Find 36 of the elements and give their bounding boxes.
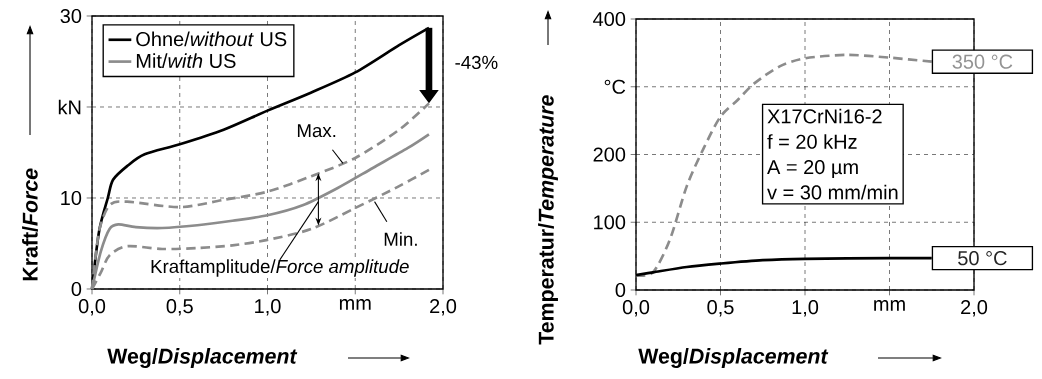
x-tick-label: mm: [874, 300, 905, 311]
annotation: -43%: [455, 55, 498, 70]
x-tick-label: 1,0: [792, 300, 819, 317]
y-tick-label: 400: [593, 11, 626, 27]
x-axis-title: Weg/Displacement: [107, 348, 298, 368]
legend-label: Mit/with US: [136, 53, 236, 69]
x-axis-title: Weg/Displacement: [638, 348, 829, 368]
x-tick-label: 2,0: [961, 300, 988, 317]
y-axis-title: Kraft/Force: [22, 168, 38, 281]
annotation: Min.: [384, 232, 417, 246]
y-tick-label: kN: [58, 99, 81, 115]
legend-label: Ohne/without US: [136, 31, 287, 47]
annotation: X17CrNi16-2: [767, 108, 882, 124]
y-tick-label: 10: [61, 190, 82, 206]
y-axis-title: Temperatur/Temperature: [538, 95, 558, 345]
y-tick-label: 0: [615, 282, 626, 298]
annotation: Max.: [297, 124, 336, 138]
x-tick-label: 2,0: [430, 299, 457, 316]
y-tick-label: 100: [594, 215, 626, 230]
annotation: 350 °C: [952, 54, 1013, 69]
annotation: 50 °C: [958, 251, 1007, 266]
annotation: v = 30 mm/min: [767, 184, 898, 200]
annotation: A = 20 µm: [767, 159, 858, 179]
line-series: [634, 53, 934, 277]
x-tick-label: 1,0: [255, 299, 281, 316]
x-tick-label: mm: [339, 299, 371, 310]
y-tick-label: 30: [60, 8, 82, 24]
x-tick-label: 0,0: [78, 299, 106, 316]
x-tick-label: 0,5: [166, 299, 193, 316]
annotation: Kraftamplitude/Force amplitude: [151, 259, 409, 277]
y-tick-label: 200: [593, 147, 626, 162]
y-tick-label: 0: [71, 281, 82, 297]
x-tick-label: 0,0: [622, 300, 650, 317]
y-tick-label: °C: [604, 79, 626, 94]
annotation: f = 20 kHz: [767, 134, 857, 149]
x-tick-label: 0,5: [707, 300, 734, 317]
